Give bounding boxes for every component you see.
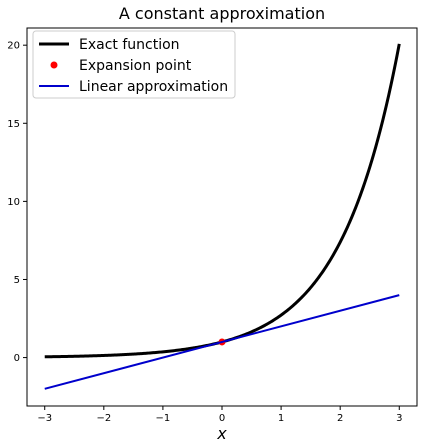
y-tick-label: 0 [14, 353, 20, 364]
axes: −3 −2 −1 0 1 2 3 0 5 10 15 20 [7, 27, 418, 424]
x-tick-label: −1 [156, 413, 171, 424]
x-axis-label: x [216, 424, 227, 443]
x-tick-label: −3 [37, 413, 52, 424]
y-tick-label: 10 [7, 197, 20, 208]
legend: Exact function Expansion point Linear appr… [32, 30, 236, 99]
legend-box [32, 30, 236, 99]
legend-handle-expansion-point [50, 61, 58, 69]
x-tick-label: 1 [278, 413, 284, 424]
y-tick-label: 20 [7, 41, 20, 52]
legend-label-exact-function: Exact function [79, 37, 180, 53]
plot-area [44, 43, 401, 390]
x-tick-label: 3 [396, 413, 402, 424]
x-tick-label: 2 [337, 413, 343, 424]
y-tick-label: 5 [14, 275, 20, 286]
chart-title: A constant approximation [119, 4, 325, 23]
x-tick-label: 0 [219, 413, 225, 424]
legend-label-expansion-point: Expansion point [79, 58, 192, 74]
series-line-linear-approximation [44, 294, 400, 390]
y-tick-label: 15 [7, 119, 20, 130]
x-tick-label: −2 [96, 413, 111, 424]
legend-label-linear-approximation: Linear approximation [79, 79, 228, 95]
